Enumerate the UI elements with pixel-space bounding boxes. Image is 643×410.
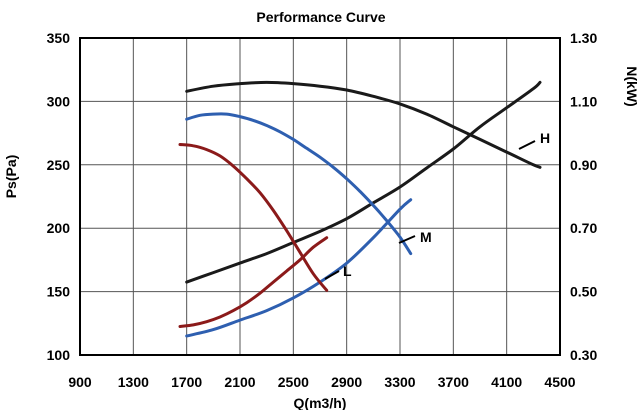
power-curve-m bbox=[185, 198, 413, 338]
x-tick-label: 3300 bbox=[384, 374, 415, 390]
y-tick-label: 250 bbox=[47, 157, 71, 173]
y-axis-title: Ps(Pa) bbox=[3, 155, 19, 199]
x-tick-label: 4500 bbox=[544, 374, 575, 390]
power-curve-l bbox=[178, 236, 329, 328]
curve-label-m: M bbox=[420, 229, 432, 245]
y-tick-label: 150 bbox=[47, 284, 71, 300]
x-tick-label: 900 bbox=[68, 374, 92, 390]
y-tick-label: 300 bbox=[47, 93, 71, 109]
curve-label-h: H bbox=[540, 130, 550, 146]
y-tick-label: 100 bbox=[47, 347, 71, 363]
label-leader-h bbox=[518, 140, 536, 150]
y2-axis-title: N(kW) bbox=[624, 66, 640, 106]
x-tick-label: 1300 bbox=[118, 374, 149, 390]
y2-tick-label: 0.90 bbox=[570, 157, 597, 173]
plot-frame bbox=[79, 37, 561, 356]
label-leader-m bbox=[398, 235, 416, 244]
y2-tick-label: 1.10 bbox=[570, 93, 597, 109]
chart-title: Performance Curve bbox=[256, 9, 385, 25]
y2-tick-label: 1.30 bbox=[570, 30, 597, 46]
x-axis-title: Q(m3/h) bbox=[294, 395, 347, 410]
y2-tick-label: 0.70 bbox=[570, 220, 597, 236]
y2-tick-label: 0.30 bbox=[570, 347, 597, 363]
y-tick-label: 200 bbox=[47, 220, 71, 236]
x-tick-label: 1700 bbox=[171, 374, 202, 390]
x-tick-label: 3700 bbox=[438, 374, 469, 390]
power-curve-h bbox=[185, 80, 542, 284]
y-tick-label: 350 bbox=[47, 30, 71, 46]
x-tick-label: 2100 bbox=[224, 374, 255, 390]
y2-tick-label: 0.50 bbox=[570, 284, 597, 300]
tick-layer: 900 1300 1700 2100 2500 2900 3300 3700 4100 4500 1… bbox=[47, 30, 598, 390]
pressure-curve-l bbox=[178, 143, 329, 292]
x-tick-label: 4100 bbox=[491, 374, 522, 390]
label-leader-l bbox=[324, 270, 340, 280]
pressure-curve-m bbox=[185, 112, 413, 256]
label-layer: H M L bbox=[324, 130, 550, 280]
curve-label-l: L bbox=[343, 263, 352, 279]
x-tick-label: 2900 bbox=[331, 374, 362, 390]
curve-layer bbox=[178, 80, 542, 338]
pressure-curve-h bbox=[185, 80, 542, 169]
x-tick-label: 2500 bbox=[278, 374, 309, 390]
